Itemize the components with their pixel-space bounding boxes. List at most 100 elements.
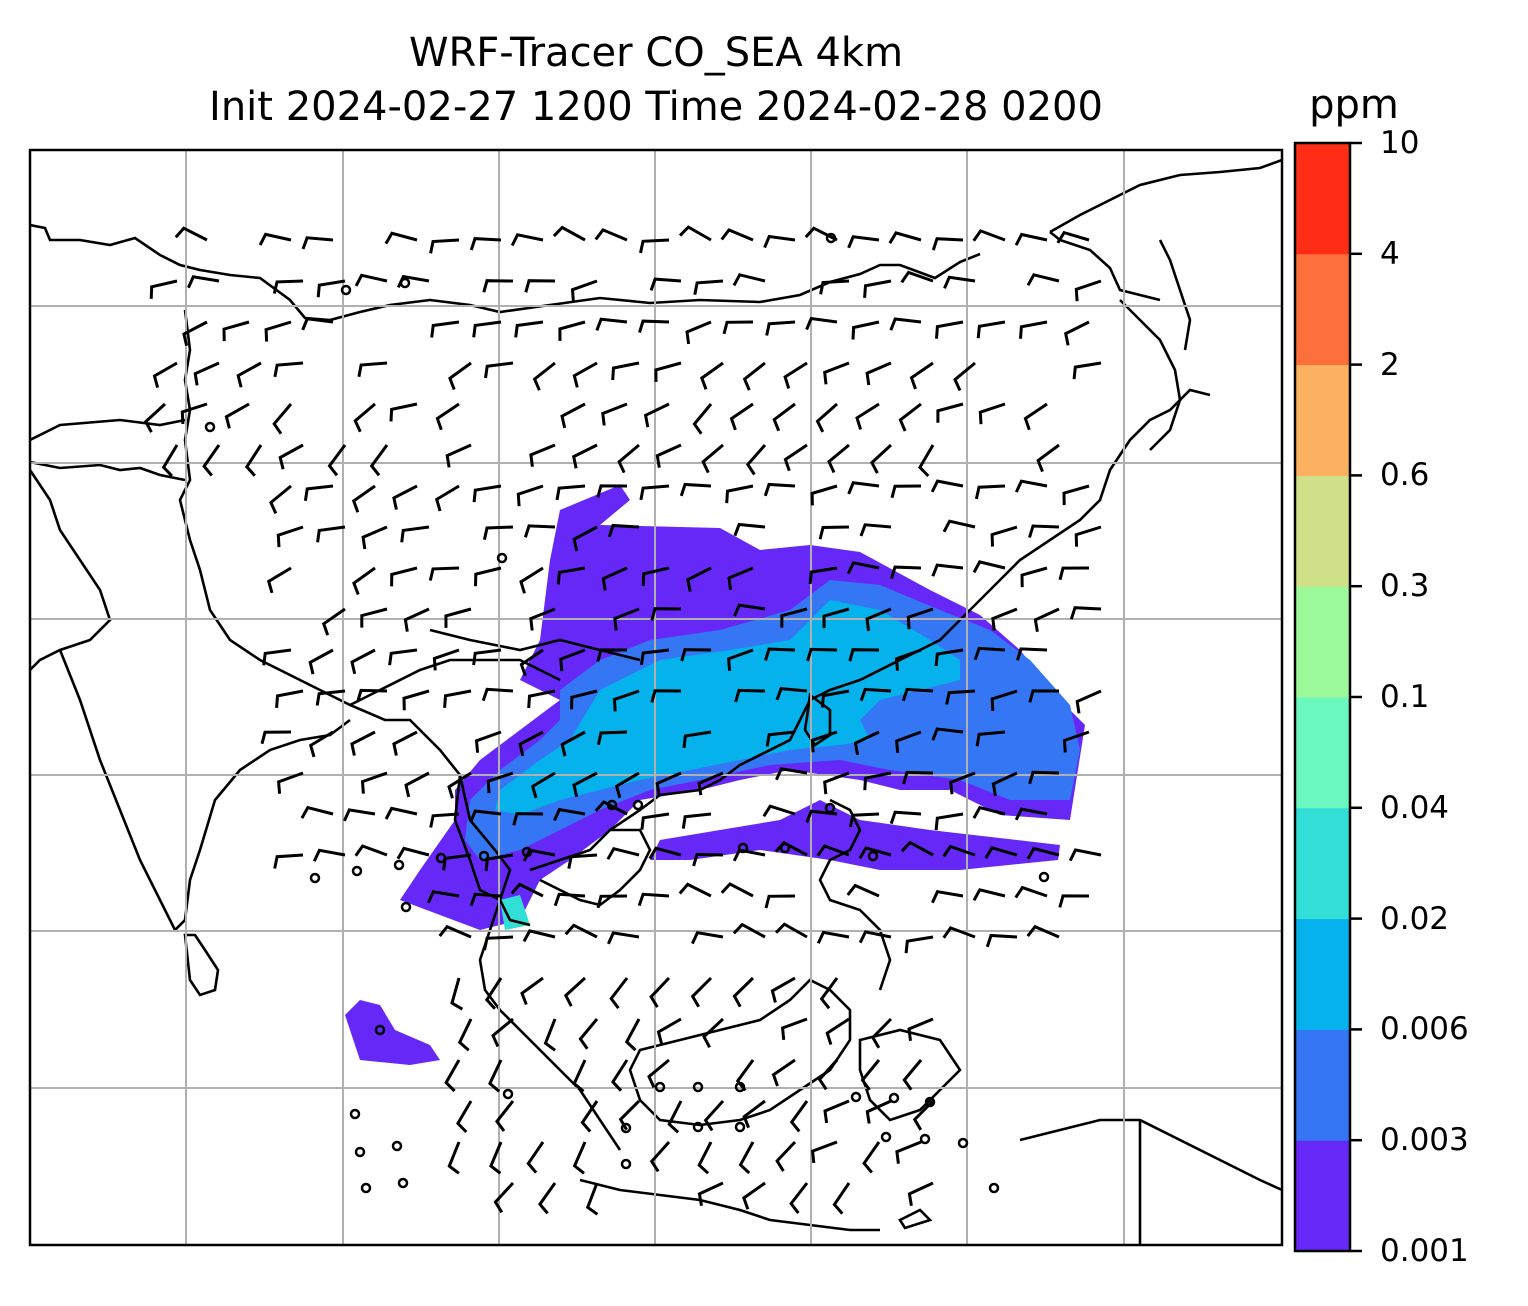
wind-barb: [822, 607, 850, 629]
wind-barb: [601, 566, 628, 591]
wind-barb: [1058, 894, 1090, 908]
wind-barb: [1023, 402, 1048, 431]
wind-barb: [931, 563, 964, 577]
wind-barb: [847, 235, 880, 249]
coastlines: [30, 158, 1282, 1245]
wind-barb: [343, 808, 376, 822]
wind-barb: [978, 402, 1006, 425]
wind-barb: [435, 402, 460, 431]
wind-barb: [193, 361, 220, 386]
wind-barb: [472, 484, 502, 503]
wind-barb: [369, 444, 389, 477]
calm-wind-circle: [374, 1024, 386, 1036]
wind-barb: [520, 976, 544, 1006]
wind-barb: [384, 806, 418, 820]
wind-barb: [611, 1059, 629, 1092]
wind-barb: [275, 689, 304, 709]
wind-barb: [400, 525, 430, 543]
wind-barb: [825, 1017, 850, 1046]
wind-barb: [733, 522, 766, 537]
wind-barb: [491, 1017, 514, 1048]
wind-barb: [888, 231, 922, 244]
calm-wind-circle: [391, 1140, 403, 1152]
wind-barb: [975, 730, 1006, 747]
wind-barb: [770, 976, 796, 1003]
wind-barb: [900, 840, 934, 857]
wind-barb: [679, 482, 712, 497]
wind-barb: [457, 1018, 473, 1052]
wind-barb: [493, 1181, 515, 1214]
wind-barb: [859, 687, 892, 702]
wind-barb: [816, 930, 850, 944]
colorbar-units: ppm: [1309, 82, 1399, 128]
wind-barb: [315, 689, 346, 706]
wind-barb: [572, 1059, 587, 1093]
colorbar-tick-label: 0.3: [1380, 568, 1430, 605]
wind-barb: [447, 771, 472, 799]
colorbar-segment: [1295, 1029, 1350, 1141]
calm-wind-circle: [393, 859, 405, 871]
wind-barb: [512, 812, 544, 826]
calm-wind-circle: [349, 1108, 361, 1120]
wind-barb: [729, 402, 754, 431]
wind-barb: [639, 484, 670, 501]
wind-barb: [783, 443, 808, 472]
wind-barb: [524, 279, 556, 293]
wind-barb: [855, 402, 880, 430]
wind-barb: [806, 647, 838, 662]
wind-barb: [775, 767, 808, 781]
wind-barb: [909, 361, 934, 390]
calm-wind-circle: [351, 865, 363, 877]
wind-barb: [972, 888, 1006, 902]
wind-barb: [273, 361, 304, 378]
wind-barb: [647, 1058, 670, 1089]
wind-barb: [722, 320, 754, 335]
wind-barb: [624, 1018, 641, 1052]
wind-barb: [530, 771, 556, 799]
calm-wind-circle: [924, 1096, 936, 1108]
calm-wind-circle: [850, 1091, 862, 1103]
wind-barb: [865, 1099, 892, 1124]
wind-barb: [823, 771, 850, 795]
wind-barb: [272, 279, 304, 294]
wind-barb: [277, 771, 304, 794]
colorbar-segment: [1295, 918, 1350, 1030]
colorbar-tick-label: 0.02: [1380, 900, 1450, 937]
wind-barb: [388, 648, 418, 666]
wind-barb: [278, 443, 304, 470]
wind-barb: [656, 1017, 682, 1044]
wind-barb: [889, 810, 922, 825]
wind-barb: [720, 228, 754, 242]
wind-barb: [443, 689, 472, 708]
wind-barb: [564, 923, 598, 939]
wind-barb: [180, 402, 208, 425]
wind-barb: [640, 812, 670, 830]
wind-barb: [559, 648, 586, 672]
wind-barb: [848, 648, 880, 662]
calm-wind-circle: [354, 1146, 366, 1158]
wind-barb: [516, 484, 544, 507]
wind-barb: [699, 361, 724, 390]
wind-barb: [560, 730, 586, 757]
wind-barb: [558, 320, 586, 341]
calm-wind-circle: [988, 1182, 1000, 1194]
wind-barb: [472, 320, 502, 338]
wind-barb: [936, 402, 964, 423]
wind-barb: [972, 560, 1006, 574]
wind-barb: [384, 231, 418, 245]
wind-barb: [912, 1099, 935, 1131]
wind-barb: [360, 607, 388, 628]
wind-barb: [444, 1059, 461, 1093]
wind-barb: [611, 361, 640, 381]
wind-barb: [527, 689, 556, 709]
wind-barb: [733, 603, 766, 617]
wind-barb: [522, 929, 556, 943]
wind-barb: [445, 443, 472, 468]
wind-barb: [523, 524, 556, 538]
wind-barb: [931, 727, 964, 741]
wind-barb: [389, 402, 418, 422]
wind-barb: [765, 320, 796, 336]
wind-barb: [1036, 443, 1060, 473]
wind-barb: [907, 1017, 934, 1041]
wind-barb: [860, 1059, 881, 1091]
